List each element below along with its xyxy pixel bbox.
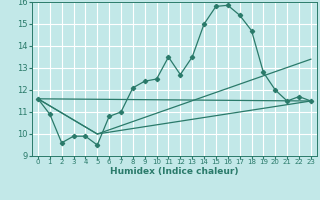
X-axis label: Humidex (Indice chaleur): Humidex (Indice chaleur) <box>110 167 239 176</box>
